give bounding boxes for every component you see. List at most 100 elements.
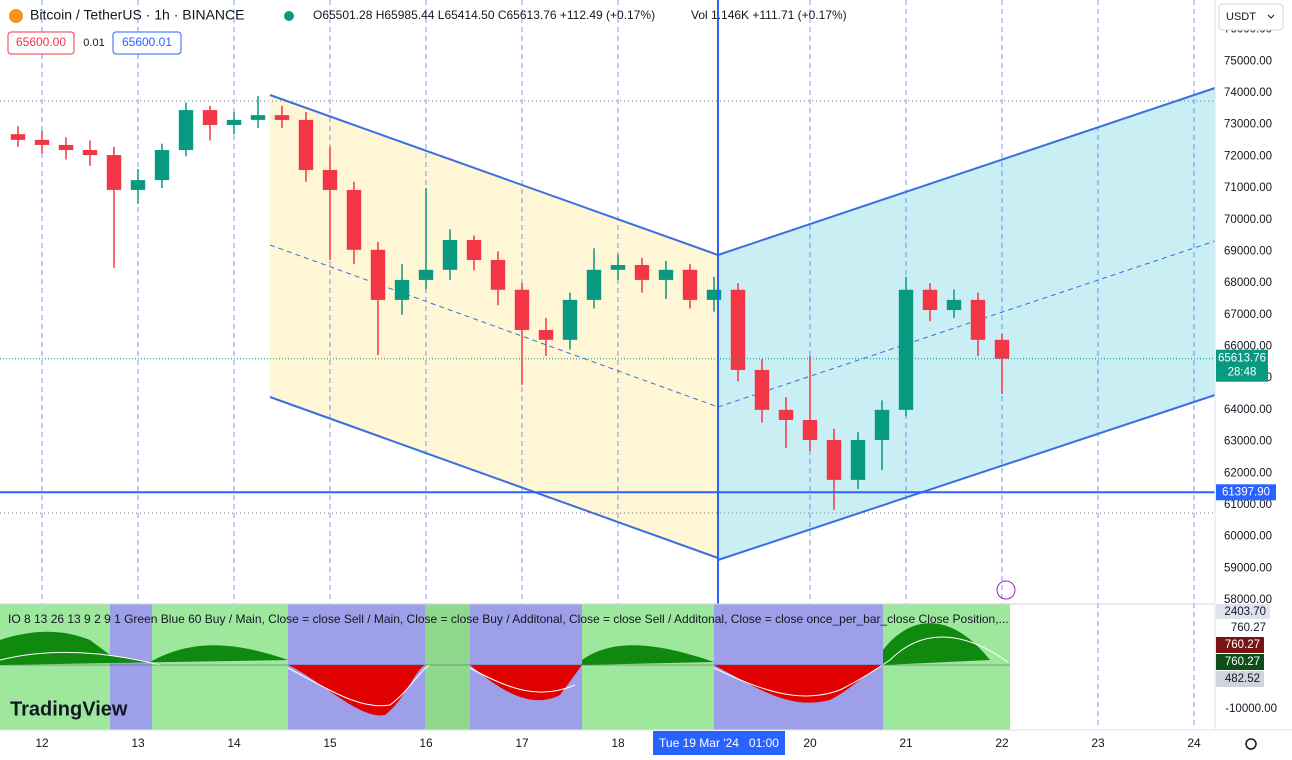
x-tick-label: 24 bbox=[1187, 736, 1201, 750]
candle-body bbox=[850, 439, 866, 480]
y-tick-label: 73000.00 bbox=[1224, 119, 1272, 131]
channel-line bbox=[717, 87, 1216, 256]
candle-body bbox=[130, 180, 146, 190]
y-tick-label: 63000.00 bbox=[1224, 436, 1272, 448]
channel-line bbox=[269, 94, 719, 256]
x-tick-label: 17 bbox=[515, 736, 529, 750]
candle-body bbox=[562, 299, 578, 340]
candle-body bbox=[610, 265, 626, 270]
symbol: Bitcoin / TetherUS · 1h · BINANCE bbox=[30, 7, 244, 23]
y-tick-label: 59000.00 bbox=[1224, 562, 1272, 574]
zone bbox=[425, 604, 470, 730]
channel-midline bbox=[269, 244, 719, 408]
candle-body bbox=[370, 249, 386, 300]
candle-body bbox=[58, 144, 74, 151]
x-tick-label: 15 bbox=[323, 736, 337, 750]
x-tick-label: 18 bbox=[611, 736, 625, 750]
status-dot bbox=[284, 11, 294, 21]
channel-line bbox=[269, 396, 719, 559]
settings-icon[interactable] bbox=[1245, 738, 1257, 750]
candle-body bbox=[418, 269, 434, 280]
candle-body bbox=[202, 110, 218, 125]
channel-line bbox=[717, 394, 1216, 561]
x-tick-label: 13 bbox=[131, 736, 145, 750]
dropdown-arrow bbox=[1267, 14, 1275, 19]
y-tick-label: 68000.00 bbox=[1224, 277, 1272, 289]
candle-body bbox=[466, 240, 482, 260]
zone bbox=[582, 604, 714, 730]
last-price-label-bg bbox=[1216, 349, 1268, 382]
y-tick-label: 60000.00 bbox=[1224, 531, 1272, 543]
crosshair-label-bg bbox=[653, 731, 786, 755]
indicator-pane: IO 8 13 26 13 9 2 9 1 Green Blue 60 Buy … bbox=[0, 604, 1277, 730]
indicator-scale-label: 2403.70 bbox=[1224, 606, 1266, 618]
scale-box bbox=[1216, 654, 1264, 670]
y-tick-label: 74000.00 bbox=[1224, 87, 1272, 99]
x-tick-label: 22 bbox=[995, 736, 1009, 750]
y-tick-label: 72000.00 bbox=[1224, 150, 1272, 162]
y-tick-label: 62000.00 bbox=[1224, 467, 1272, 479]
volume: Vol 1.146K +111.71 (+0.17%) bbox=[691, 8, 847, 22]
buy-button[interactable] bbox=[112, 31, 182, 55]
candle-body bbox=[778, 409, 794, 420]
candle-body bbox=[730, 289, 746, 370]
sell-price[interactable]: 65600.00 bbox=[16, 35, 66, 49]
x-tick-label: 20 bbox=[803, 736, 817, 750]
currency[interactable]: USDT bbox=[1226, 11, 1256, 23]
candle-body bbox=[802, 419, 818, 440]
x-tick-label: 23 bbox=[1091, 736, 1105, 750]
price-line-label-bg bbox=[1216, 484, 1276, 501]
y-tick-label: 66000.00 bbox=[1224, 341, 1272, 353]
y-tick-label: 71000.00 bbox=[1224, 182, 1272, 194]
candle-body bbox=[82, 150, 98, 156]
candle-body bbox=[514, 289, 530, 330]
indicator-scale-label: 760.27 bbox=[1225, 639, 1260, 651]
indicator-scale-label: 760.27 bbox=[1225, 656, 1260, 668]
crosshair-label: Tue 19 Mar '24 01:00 bbox=[659, 736, 779, 750]
candle-body bbox=[490, 259, 506, 290]
candle-body bbox=[754, 369, 770, 410]
candle-body bbox=[106, 155, 122, 190]
x-tick-label: 12 bbox=[35, 736, 49, 750]
candle-body bbox=[634, 265, 650, 280]
zone bbox=[883, 604, 1010, 730]
candle-body bbox=[394, 279, 410, 300]
sell-button[interactable] bbox=[7, 31, 75, 55]
x-tick-label: 14 bbox=[227, 736, 241, 750]
indicator-scale-label: -10000.00 bbox=[1225, 703, 1277, 715]
y-tick-label: 64000.00 bbox=[1224, 404, 1272, 416]
candle-body bbox=[946, 299, 962, 311]
indicator-area bbox=[0, 631, 288, 665]
zone bbox=[110, 604, 152, 730]
plot bbox=[0, 0, 1215, 730]
ohlc: O65501.28 H65985.44 L65414.50 C65613.76 … bbox=[313, 8, 655, 22]
axes: 76000.0075000.0074000.0073000.0072000.00… bbox=[35, 24, 1276, 755]
currency-select[interactable] bbox=[1218, 3, 1284, 31]
candle-body bbox=[178, 110, 194, 151]
candle-body bbox=[826, 439, 842, 480]
candle-body bbox=[538, 329, 554, 340]
alert-icon[interactable] bbox=[996, 580, 1016, 600]
last-price-label: 65613.76 bbox=[1218, 353, 1266, 365]
candle-body bbox=[658, 269, 674, 280]
zone bbox=[0, 604, 110, 730]
candle-body bbox=[154, 150, 170, 181]
x-tick-label: 16 bbox=[419, 736, 433, 750]
branding: TradingView bbox=[10, 698, 128, 720]
zone bbox=[152, 604, 288, 730]
scale-box bbox=[1216, 671, 1264, 687]
countdown: 28:48 bbox=[1228, 367, 1257, 379]
candle-body bbox=[706, 289, 722, 300]
candle-body bbox=[226, 119, 242, 125]
y-tick-label: 70000.00 bbox=[1224, 214, 1272, 226]
y-tick-label: 67000.00 bbox=[1224, 309, 1272, 321]
y-tick-label: 61000.00 bbox=[1224, 499, 1272, 511]
y-tick-label: 69000.00 bbox=[1224, 245, 1272, 257]
buy-price[interactable]: 65600.01 bbox=[122, 35, 172, 49]
candle-body bbox=[874, 409, 890, 440]
candle-body bbox=[922, 289, 938, 311]
channel-midline bbox=[717, 240, 1216, 408]
indicator-area bbox=[288, 665, 883, 716]
candle-body bbox=[994, 339, 1010, 359]
